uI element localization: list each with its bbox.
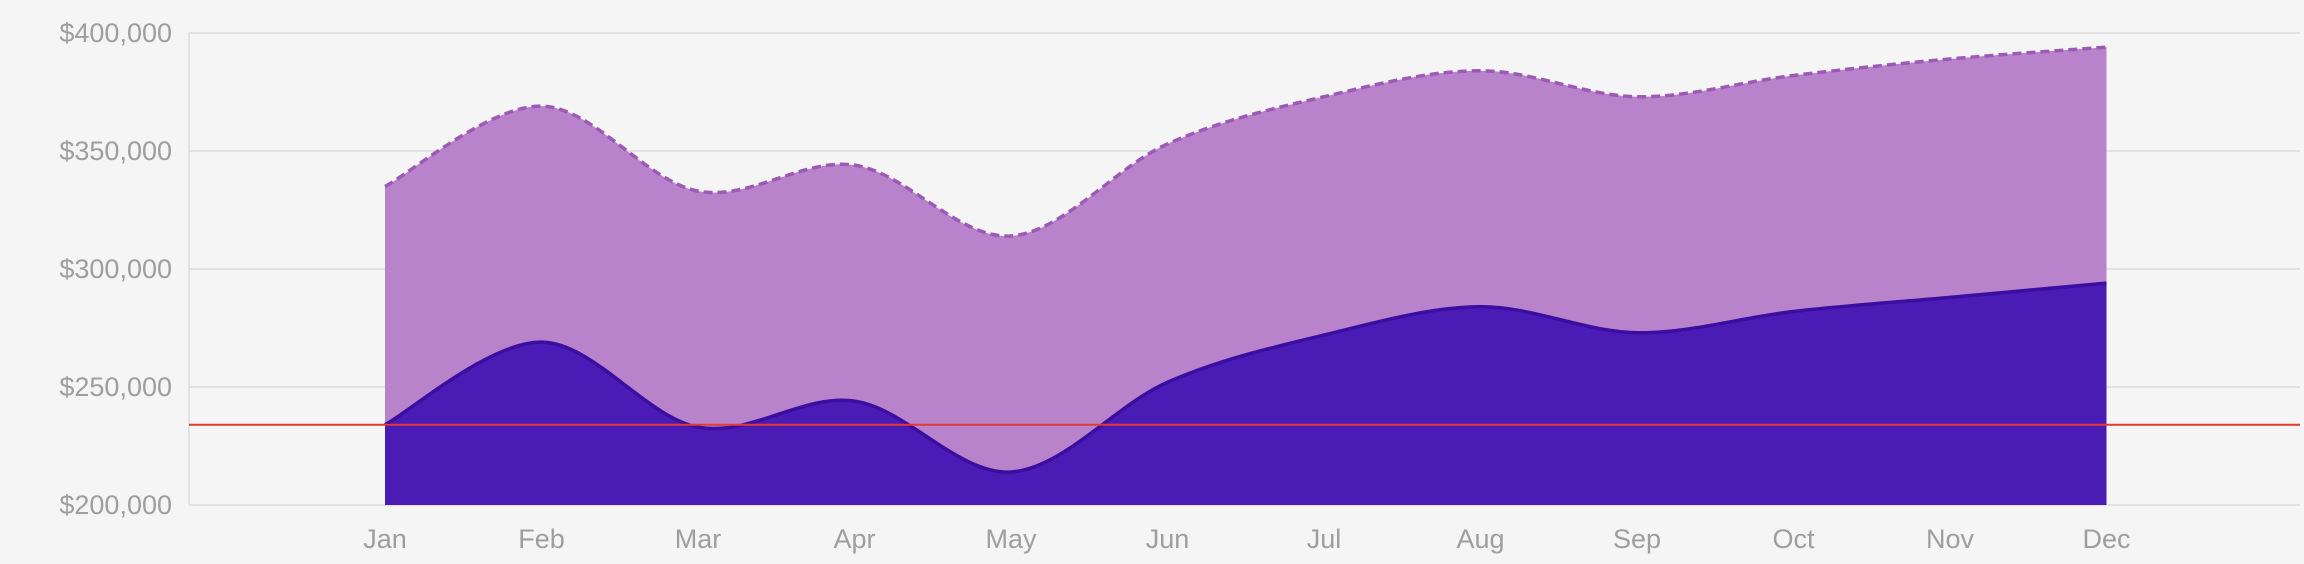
- series-2-point-jul: [1322, 333, 1326, 337]
- y-tick-label: $400,000: [59, 18, 172, 48]
- series-1-point-feb: [540, 104, 544, 108]
- series-1-point-jun: [1166, 142, 1170, 146]
- series-2-point-apr: [853, 399, 857, 403]
- series-2-point-oct: [1792, 309, 1796, 313]
- x-axis-labels: Jan Feb Mar Apr May Jun Jul Aug Sep Oct Nov Dec: [363, 524, 2130, 554]
- x-tick-label: Mar: [675, 524, 722, 554]
- series-2-point-sep: [1635, 331, 1639, 335]
- x-tick-label: Jul: [1307, 524, 1342, 554]
- x-tick-label: Sep: [1613, 524, 1661, 554]
- y-tick-label: $250,000: [59, 372, 172, 402]
- series-1-point-aug: [1479, 69, 1483, 73]
- series-1-point-nov: [1948, 57, 1952, 61]
- x-tick-label: Nov: [1926, 524, 1975, 554]
- y-tick-label: $300,000: [59, 254, 172, 284]
- series-2-point-aug: [1479, 305, 1483, 309]
- y-tick-label: $350,000: [59, 136, 172, 166]
- x-tick-label: Feb: [518, 524, 565, 554]
- x-tick-label: Aug: [1456, 524, 1504, 554]
- series-1-point-dec: [2105, 45, 2109, 49]
- series-2-area: [385, 283, 2107, 505]
- series-1-point-jul: [1322, 95, 1326, 99]
- series-1-point-jan: [383, 184, 387, 188]
- series-layer: [383, 45, 2109, 505]
- x-tick-label: Dec: [2082, 524, 2130, 554]
- series-1-point-mar: [696, 189, 700, 193]
- series-2-point-feb: [540, 340, 544, 344]
- x-tick-label: Apr: [833, 524, 875, 554]
- series-1-point-may: [1009, 234, 1013, 238]
- x-tick-label: Jan: [363, 524, 407, 554]
- series-2-line: [384, 281, 2107, 474]
- x-tick-label: Jun: [1146, 524, 1190, 554]
- series-1-point-apr: [853, 163, 857, 167]
- series-2-point-may: [1009, 470, 1013, 474]
- series-2-point-jun: [1166, 380, 1170, 384]
- x-tick-label: Oct: [1772, 524, 1815, 554]
- y-axis-labels: $200,000 $250,000 $300,000 $350,000 $400,000: [59, 18, 172, 520]
- series-2-point-nov: [1948, 295, 1952, 299]
- y-tick-label: $200,000: [59, 490, 172, 520]
- series-1-point-oct: [1792, 73, 1796, 77]
- series-1-point-sep: [1635, 95, 1639, 99]
- x-tick-label: May: [985, 524, 1037, 554]
- series-2-point-dec: [2105, 281, 2109, 285]
